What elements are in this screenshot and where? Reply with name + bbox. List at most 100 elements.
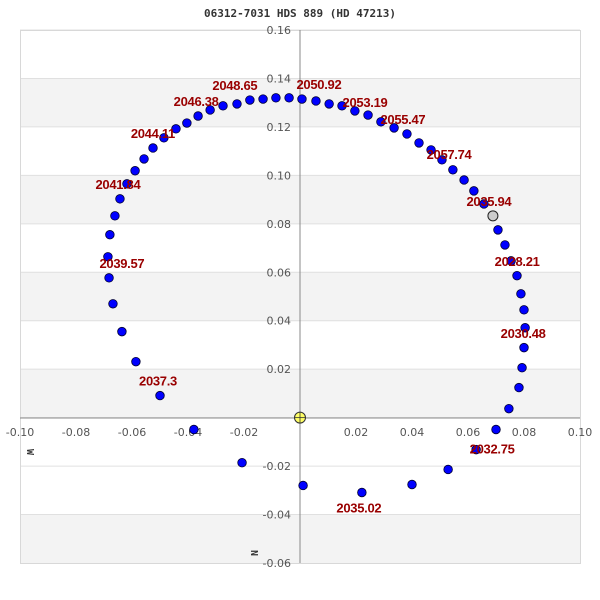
orbit-point	[469, 186, 479, 196]
orbit-point	[122, 179, 132, 189]
orbit-point	[155, 390, 165, 401]
y-tick-label: 0.04	[267, 315, 292, 328]
epoch-label: 2044.11	[131, 126, 175, 141]
x-tick-label: 0.10	[568, 426, 593, 439]
orbit-point	[108, 299, 118, 309]
epoch-label: 2039.57	[99, 256, 144, 271]
orbit-point	[159, 133, 169, 143]
epoch-label: 2050.92	[297, 77, 342, 92]
orbit-point	[115, 194, 125, 204]
orbit-point	[311, 96, 321, 106]
orbit-point	[512, 270, 522, 281]
epoch-label: 2046.38	[174, 94, 219, 109]
epoch-label: 2048.65	[212, 78, 257, 93]
orbit-point	[103, 252, 113, 262]
y-tick-label: 0.12	[267, 121, 292, 134]
orbit-point	[506, 256, 516, 266]
orbit-point	[237, 457, 247, 468]
epoch-label: 2032.75	[470, 442, 515, 457]
orbit-point	[297, 94, 307, 104]
orbit-point	[171, 124, 181, 134]
orbit-point	[443, 464, 453, 475]
epoch-label: 2053.19	[343, 95, 388, 110]
orbit-points	[103, 93, 530, 498]
epoch-label: 2037.3	[139, 374, 177, 389]
x-tick-label: 0.08	[512, 426, 537, 439]
orbit-point	[402, 129, 412, 139]
orbit-point	[117, 326, 127, 337]
orbit-point	[363, 110, 373, 120]
orbit-point	[376, 117, 386, 127]
epoch-label: 2055.47	[380, 112, 425, 127]
y-tick-label: 0.14	[267, 72, 292, 85]
orbit-point	[504, 403, 514, 414]
orbit-point	[110, 211, 120, 221]
orbit-point	[298, 480, 308, 491]
orbit-point	[232, 99, 242, 109]
orbit-point	[193, 111, 203, 121]
orbit-point	[324, 99, 334, 109]
orbit-point	[471, 444, 481, 455]
orbit-point	[448, 165, 458, 175]
epoch-label: 2035.02	[336, 500, 381, 515]
orbit-point	[516, 289, 526, 299]
orbit-point	[131, 356, 141, 367]
x-tick-label: -0.02	[230, 426, 258, 439]
orbit-point	[493, 225, 503, 235]
x-tick-labels: -0.10 -0.08 -0.06 -0.04 -0.02 0.02 0.04 0.06 0.0…	[6, 426, 592, 439]
orbit-point	[479, 199, 489, 209]
current-position-label: 2035.94	[466, 194, 512, 209]
orbit-point	[517, 363, 527, 373]
orbit-point	[182, 118, 192, 128]
orbit-point	[245, 95, 255, 105]
orbit-point	[130, 166, 140, 176]
epoch-label: 2028.21	[495, 254, 540, 269]
y-tick-label: 0.08	[267, 218, 292, 231]
x-tick-label: 0.06	[456, 426, 481, 439]
y-tick-label: 0.10	[267, 169, 292, 182]
orbit-point	[414, 138, 424, 148]
epoch-labels: 2028.21 2030.48 2032.75 2035.02 2037.3 2039.5…	[96, 77, 546, 515]
epoch-label: 2041.84	[96, 177, 142, 192]
orbit-point	[148, 143, 158, 153]
orbit-point	[139, 154, 149, 164]
current-position-point	[487, 210, 499, 222]
orbit-point	[271, 93, 281, 103]
x-tick-label: 0.04	[400, 426, 425, 439]
epoch-label: 2030.48	[501, 326, 546, 341]
x-tick-label: -0.08	[62, 426, 90, 439]
orbit-point	[459, 175, 469, 185]
orbit-point	[520, 323, 530, 333]
orbit-point	[350, 106, 360, 116]
orbit-point	[500, 240, 510, 250]
orbit-point	[437, 155, 447, 165]
x-tick-label: -0.06	[118, 426, 146, 439]
orbit-point	[514, 382, 524, 393]
y-tick-label: -0.02	[263, 460, 291, 473]
y-tick-label: 0.02	[267, 363, 292, 376]
y-tick-label: -0.06	[263, 557, 291, 570]
y-tick-labels: 0.16 0.14 0.12 0.10 0.08 0.06 0.04 0.02 -0.02 -0.…	[263, 24, 291, 570]
orbit-point	[205, 105, 215, 115]
orbit-point	[218, 101, 228, 111]
epoch-label: 2057.74	[427, 147, 473, 162]
x-axis-label: W	[24, 449, 35, 456]
orbit-point	[426, 145, 436, 155]
orbit-point	[389, 123, 399, 133]
orbit-point	[357, 487, 367, 498]
orbit-point	[104, 273, 114, 283]
y-tick-label: -0.04	[263, 509, 291, 522]
orbit-point	[189, 424, 199, 435]
y-tick-label: 0.06	[267, 266, 292, 279]
x-tick-label: -0.10	[6, 426, 34, 439]
orbit-point	[407, 479, 417, 490]
orbit-point	[105, 230, 115, 240]
orbit-point	[519, 342, 529, 353]
chart-title: 06312-7031 HDS 889 (HD 47213)	[204, 7, 396, 20]
orbit-point	[519, 305, 529, 315]
y-tick-label: 0.16	[267, 24, 292, 37]
orbit-point	[491, 424, 501, 435]
primary-star-marker	[294, 411, 306, 424]
orbit-point	[337, 101, 347, 111]
